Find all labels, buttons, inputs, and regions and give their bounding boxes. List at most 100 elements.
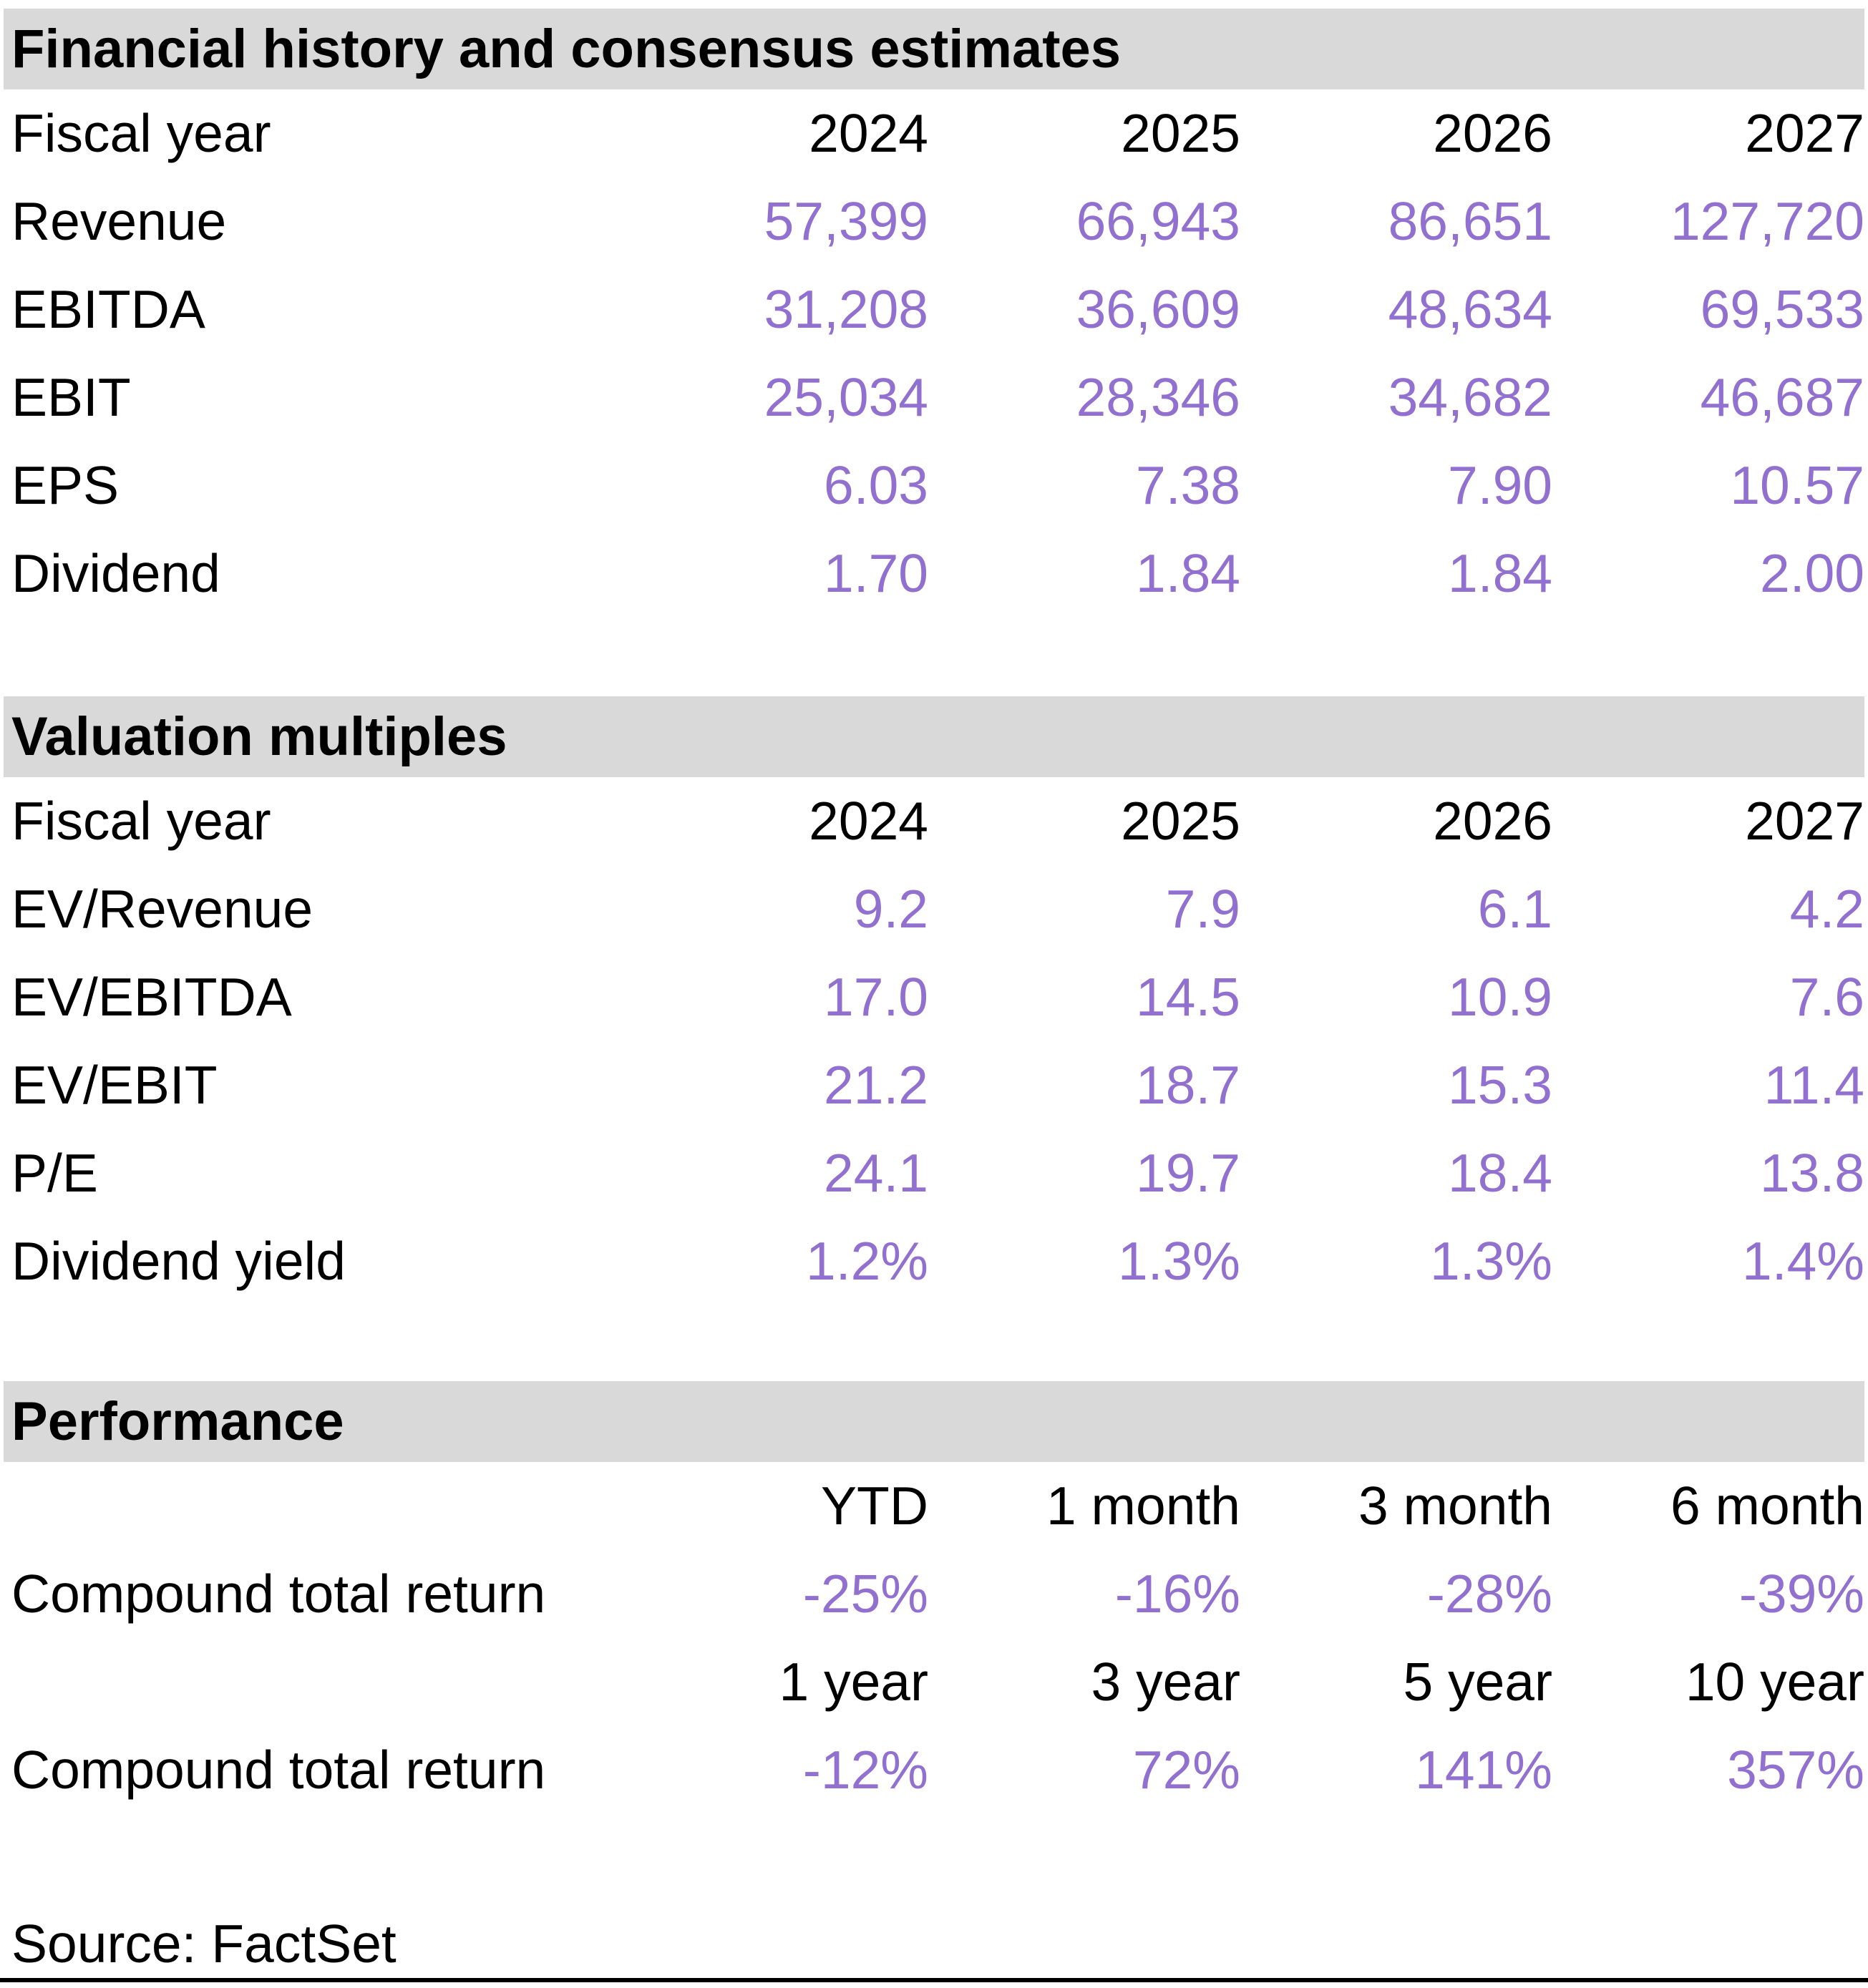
bottom-divider <box>0 1978 1868 1982</box>
section-title: Financial history and consensus estimate… <box>11 19 1122 79</box>
row-label: Dividend yield <box>11 1231 346 1291</box>
column-header-5-year: 5 year <box>1403 1652 1552 1712</box>
fiscal-year-label: Fiscal year <box>11 791 271 851</box>
empty-cell <box>0 1638 616 1726</box>
column-header-3-year: 3 year <box>1091 1652 1240 1712</box>
cell-value: 18.4 <box>1448 1143 1552 1203</box>
cell-value: 18.7 <box>1136 1055 1240 1115</box>
cell-value: 13.8 <box>1760 1143 1864 1203</box>
cell-value: 1.84 <box>1136 543 1240 603</box>
section-title: Performance <box>11 1391 344 1452</box>
row-label: Revenue <box>11 191 227 251</box>
cell-value: 6.03 <box>824 455 928 515</box>
cell-value: 11.4 <box>1764 1055 1864 1115</box>
section-header-valuation-multiples: Valuation multiples <box>4 696 1864 777</box>
row-label: EBITDA <box>11 279 205 339</box>
cell-value: 1.4% <box>1742 1231 1864 1291</box>
cell-value: 86,651 <box>1388 191 1552 251</box>
cell-value: 4.2 <box>1789 879 1864 939</box>
cell-value: 1.3% <box>1118 1231 1240 1291</box>
cell-value: 69,533 <box>1700 279 1864 339</box>
column-header-10-year: 10 year <box>1685 1652 1864 1712</box>
table-header-row-short-periods: YTD 1 month 3 month 6 month <box>0 1462 1868 1550</box>
section-title: Valuation multiples <box>11 706 507 767</box>
section-header-performance: Performance <box>4 1381 1864 1462</box>
cell-value: 10.57 <box>1730 455 1864 515</box>
table-row-pe: P/E 24.1 19.7 18.4 13.8 <box>0 1129 1868 1217</box>
cell-value: 7.6 <box>1789 967 1864 1027</box>
cell-value: -12% <box>802 1740 928 1800</box>
cell-value: -28% <box>1426 1564 1552 1624</box>
cell-value: 1.70 <box>824 543 928 603</box>
table-header-row: Fiscal year 2024 2025 2026 2027 <box>0 777 1868 865</box>
cell-value: 72% <box>1132 1740 1240 1800</box>
cell-value: 19.7 <box>1136 1143 1240 1203</box>
column-header-1-year: 1 year <box>779 1652 928 1712</box>
section-header-financial-history: Financial history and consensus estimate… <box>4 9 1864 89</box>
table-header-row-long-periods: 1 year 3 year 5 year 10 year <box>0 1638 1868 1726</box>
column-header-2027: 2027 <box>1745 791 1864 851</box>
cell-value: 357% <box>1727 1740 1864 1800</box>
column-header-6-month: 6 month <box>1670 1476 1864 1536</box>
column-header-2027: 2027 <box>1745 103 1864 163</box>
financial-history-table: Fiscal year 2024 2025 2026 2027 Revenue … <box>0 89 1868 618</box>
column-header-2024: 2024 <box>809 791 928 851</box>
cell-value: 36,609 <box>1076 279 1240 339</box>
row-label: Dividend <box>11 543 220 603</box>
cell-value: -25% <box>802 1564 928 1624</box>
cell-value: 1.3% <box>1430 1231 1552 1291</box>
row-label: P/E <box>11 1143 98 1203</box>
fiscal-year-label: Fiscal year <box>11 103 271 163</box>
table-row-ev-revenue: EV/Revenue 9.2 7.9 6.1 4.2 <box>0 865 1868 953</box>
cell-value: 66,943 <box>1076 191 1240 251</box>
cell-value: 21.2 <box>824 1055 928 1115</box>
cell-value: 6.1 <box>1477 879 1552 939</box>
cell-value: 1.2% <box>806 1231 928 1291</box>
cell-value: 46,687 <box>1700 367 1864 427</box>
cell-value: 17.0 <box>824 967 928 1027</box>
empty-cell <box>0 1462 616 1550</box>
cell-value: 31,208 <box>764 279 928 339</box>
table-row-dividend-yield: Dividend yield 1.2% 1.3% 1.3% 1.4% <box>0 1217 1868 1305</box>
column-header-2025: 2025 <box>1121 103 1240 163</box>
row-label: Compound total return <box>11 1564 546 1624</box>
column-header-2026: 2026 <box>1433 791 1552 851</box>
row-label: Compound total return <box>11 1740 546 1800</box>
cell-value: 7.9 <box>1165 879 1240 939</box>
source-attribution: Source: FactSet <box>11 1914 397 1974</box>
cell-value: 7.90 <box>1448 455 1552 515</box>
cell-value: 14.5 <box>1136 967 1240 1027</box>
table-row-dividend: Dividend 1.70 1.84 1.84 2.00 <box>0 530 1868 618</box>
cell-value: 9.2 <box>853 879 928 939</box>
cell-value: -16% <box>1114 1564 1240 1624</box>
cell-value: 7.38 <box>1136 455 1240 515</box>
table-row-compound-return-short: Compound total return -25% -16% -28% -39… <box>0 1550 1868 1638</box>
column-header-2025: 2025 <box>1121 791 1240 851</box>
valuation-multiples-table: Fiscal year 2024 2025 2026 2027 EV/Reven… <box>0 777 1868 1305</box>
cell-value: 1.84 <box>1448 543 1552 603</box>
table-row-eps: EPS 6.03 7.38 7.90 10.57 <box>0 442 1868 530</box>
column-header-1-month: 1 month <box>1046 1476 1240 1536</box>
table-row-ev-ebitda: EV/EBITDA 17.0 14.5 10.9 7.6 <box>0 953 1868 1041</box>
cell-value: 10.9 <box>1448 967 1552 1027</box>
performance-table: YTD 1 month 3 month 6 month Compound tot… <box>0 1462 1868 1814</box>
cell-value: 57,399 <box>764 191 928 251</box>
row-label: EBIT <box>11 367 131 427</box>
cell-value: 25,034 <box>764 367 928 427</box>
cell-value: 48,634 <box>1388 279 1552 339</box>
column-header-3-month: 3 month <box>1358 1476 1552 1536</box>
table-row-ebit: EBIT 25,034 28,346 34,682 46,687 <box>0 354 1868 442</box>
cell-value: -39% <box>1738 1564 1864 1624</box>
column-header-2026: 2026 <box>1433 103 1552 163</box>
row-label: EV/Revenue <box>11 879 313 939</box>
cell-value: 24.1 <box>824 1143 928 1203</box>
cell-value: 28,346 <box>1076 367 1240 427</box>
cell-value: 141% <box>1415 1740 1552 1800</box>
cell-value: 34,682 <box>1388 367 1552 427</box>
cell-value: 15.3 <box>1448 1055 1552 1115</box>
row-label: EPS <box>11 455 120 515</box>
column-header-ytd: YTD <box>821 1476 928 1536</box>
table-row-revenue: Revenue 57,399 66,943 86,651 127,720 <box>0 177 1868 265</box>
column-header-2024: 2024 <box>809 103 928 163</box>
table-row-ev-ebit: EV/EBIT 21.2 18.7 15.3 11.4 <box>0 1041 1868 1129</box>
